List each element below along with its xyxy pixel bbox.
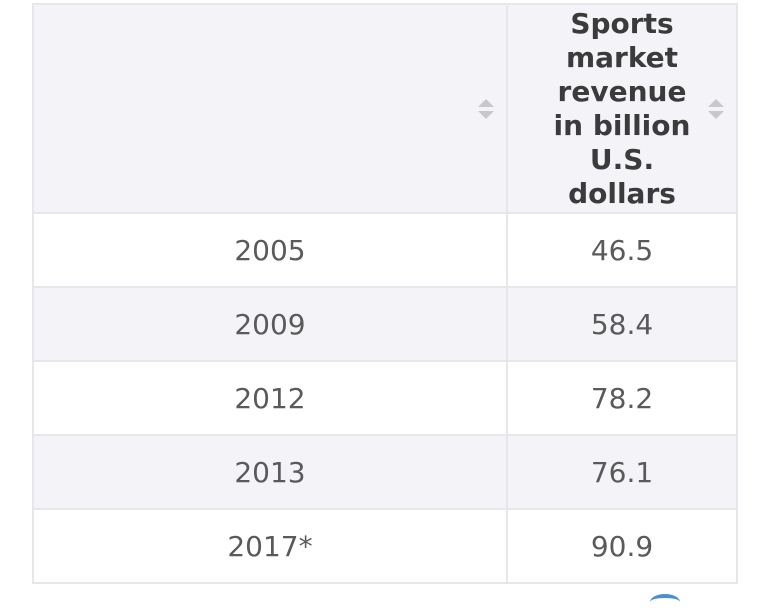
table-row: 2012 78.2	[32, 360, 738, 436]
sort-icon[interactable]	[478, 98, 494, 119]
sort-icon[interactable]	[708, 98, 724, 119]
cell-revenue: 90.9	[506, 508, 738, 584]
cell-year: 2005	[32, 212, 508, 288]
table-row: 2005 46.5	[32, 212, 738, 288]
cell-year: 2013	[32, 434, 508, 510]
table-header-row: Sports market revenue in billion U.S. do…	[32, 3, 738, 214]
cell-revenue: 78.2	[506, 360, 738, 436]
column-header-revenue[interactable]: Sports market revenue in billion U.S. do…	[506, 3, 738, 214]
cell-revenue: 76.1	[506, 434, 738, 510]
revenue-table: Sports market revenue in billion U.S. do…	[32, 3, 738, 584]
sort-up-icon	[708, 98, 724, 107]
column-header-year[interactable]	[32, 3, 508, 214]
column-header-revenue-label: Sports market revenue in billion U.S. do…	[553, 6, 691, 210]
table-row: 2017* 90.9	[32, 508, 738, 584]
sort-up-icon	[478, 98, 494, 107]
sort-down-icon	[708, 110, 724, 119]
cell-year: 2009	[32, 286, 508, 362]
cell-revenue: 58.4	[506, 286, 738, 362]
table-row: 2013 76.1	[32, 434, 738, 510]
cell-revenue: 46.5	[506, 212, 738, 288]
data-table-container: Sports market revenue in billion U.S. do…	[32, 3, 738, 584]
cell-year: 2017*	[32, 508, 508, 584]
sort-down-icon	[478, 110, 494, 119]
cell-year: 2012	[32, 360, 508, 436]
table-row: 2009 58.4	[32, 286, 738, 362]
partial-button-icon[interactable]	[650, 594, 680, 610]
